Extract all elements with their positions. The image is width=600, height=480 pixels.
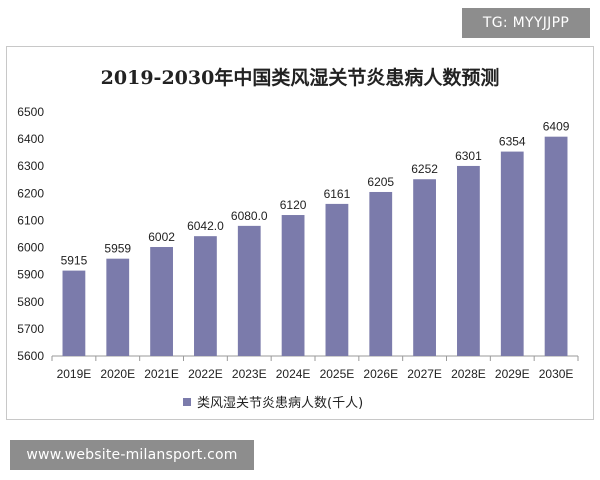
data-label: 6120 xyxy=(280,198,307,212)
data-label: 6161 xyxy=(324,187,351,201)
legend: 类风湿关节炎患病人数(千人) xyxy=(183,396,363,411)
bar xyxy=(325,203,349,356)
data-labels: 5915 5959 6002 6042.0 6080.0 6120 6161 6205 6252… xyxy=(61,120,570,268)
x-tick-label: 2030E xyxy=(539,367,574,381)
y-axis: 5600 5700 5800 5900 6000 6100 6200 6300 6400 6500 xyxy=(17,105,44,363)
data-label: 5959 xyxy=(104,242,131,256)
y-tick-label: 6500 xyxy=(17,105,44,119)
chart-title: 2019-2030年中国类风湿关节炎患病人数预测 xyxy=(101,66,500,89)
legend-swatch xyxy=(183,398,191,406)
bars xyxy=(62,136,568,356)
bar xyxy=(62,270,86,356)
x-tick-label: 2028E xyxy=(451,367,486,381)
bar xyxy=(413,179,436,356)
tg-badge: TG: MYYJJPP xyxy=(462,8,590,38)
website-badge: www.website-milansport.com xyxy=(10,440,254,470)
bar xyxy=(369,191,393,356)
data-label: 6002 xyxy=(148,230,175,244)
bar xyxy=(457,165,480,356)
data-label: 6354 xyxy=(499,135,526,149)
data-label: 6080.0 xyxy=(231,209,268,223)
bar xyxy=(106,258,130,356)
y-tick-label: 6300 xyxy=(17,159,44,173)
x-tick-label: 2022E xyxy=(188,367,223,381)
y-tick-label: 5600 xyxy=(17,349,44,363)
x-tick-label: 2029E xyxy=(495,367,530,381)
data-label: 6409 xyxy=(543,120,570,134)
x-tick-label: 2026E xyxy=(363,367,398,381)
y-tick-label: 6200 xyxy=(17,186,44,200)
y-tick-label: 6400 xyxy=(17,132,44,146)
data-label: 5915 xyxy=(61,254,88,268)
data-label: 6252 xyxy=(411,162,438,176)
bar xyxy=(281,215,305,356)
y-tick-label: 5800 xyxy=(17,295,44,309)
x-tick-label: 2024E xyxy=(276,367,311,381)
y-tick-label: 6100 xyxy=(17,213,44,227)
x-tick-label: 2023E xyxy=(232,367,267,381)
legend-label: 类风湿关节炎患病人数(千人) xyxy=(197,396,363,411)
x-tick-label: 2020E xyxy=(100,367,135,381)
y-tick-label: 5700 xyxy=(17,322,44,336)
bar xyxy=(544,136,568,356)
bar xyxy=(194,236,217,356)
data-label: 6042.0 xyxy=(187,219,224,233)
x-axis: 2019E 2020E 2021E 2022E 2023E 2024E 2025E 2026E… xyxy=(51,355,579,381)
y-tick-label: 6000 xyxy=(17,241,44,255)
x-tick-label: 2027E xyxy=(407,367,442,381)
data-label: 6301 xyxy=(455,149,482,163)
y-tick-label: 5900 xyxy=(17,268,44,282)
bar xyxy=(150,247,173,356)
x-tick-label: 2021E xyxy=(144,367,179,381)
data-label: 6205 xyxy=(367,175,394,189)
x-tick-label: 2025E xyxy=(320,367,355,381)
bar xyxy=(500,151,524,356)
x-tick-label: 2019E xyxy=(57,367,92,381)
bar xyxy=(237,225,261,356)
